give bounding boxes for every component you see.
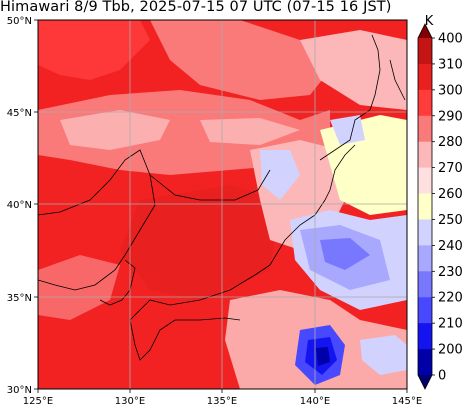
x-tick-label: 130°E — [115, 396, 145, 407]
colorbar-level-label: 270 — [438, 161, 463, 176]
axis-ticks — [34, 19, 408, 393]
colorbar-extend-bottom — [418, 375, 432, 389]
colorbar-segments — [417, 23, 433, 390]
colorbar: K 400 310 300 290 280 270 260 250 240 230 220 210 20… — [417, 14, 463, 390]
plot-frame — [37, 19, 408, 390]
colorbar-level-label: 300 — [438, 83, 463, 98]
y-tick-label: 50°N — [7, 16, 32, 27]
x-tick-label: 125°E — [23, 396, 53, 407]
colorbar-level-label: 310 — [438, 57, 463, 72]
colorbar-segment — [418, 349, 432, 376]
colorbar-segment — [418, 219, 432, 246]
y-tick-label: 40°N — [7, 200, 32, 211]
colorbar-level-label: 0 — [438, 369, 446, 384]
colorbar-segment — [418, 89, 432, 117]
colorbar-level-label: 220 — [438, 291, 463, 306]
colorbar-level-label: 240 — [438, 239, 463, 254]
colorbar-segment — [418, 193, 432, 220]
colorbar-segment — [418, 141, 432, 169]
colorbar-level-label: 200 — [438, 343, 463, 358]
colorbar-segment — [418, 271, 432, 298]
colorbar-segment — [418, 115, 432, 143]
x-tick-label: 135°E — [207, 396, 237, 407]
colorbar-level-label: 260 — [438, 187, 463, 202]
colorbar-level-label: 280 — [438, 135, 463, 150]
map-title: Himawari 8/9 Tbb, 2025-07-15 07 UTC (07-… — [0, 0, 392, 15]
colorbar-level-label: 210 — [438, 317, 463, 332]
cloud-field — [38, 20, 407, 389]
colorbar-segment — [418, 38, 432, 65]
x-tick-label: 140°E — [300, 396, 330, 407]
y-tick-label: 45°N — [7, 108, 32, 119]
colorbar-segment — [418, 323, 432, 350]
colorbar-unit: K — [425, 14, 434, 29]
colorbar-segment — [418, 167, 432, 195]
colorbar-segment — [418, 245, 432, 272]
y-tick-label: 35°N — [7, 293, 32, 304]
colorbar-extend-top — [418, 24, 432, 38]
grid-lines — [38, 20, 407, 389]
coastlines — [38, 34, 406, 361]
colorbar-level-label: 400 — [438, 32, 463, 47]
colorbar-level-label: 290 — [438, 109, 463, 124]
colorbar-segment — [418, 63, 432, 91]
satellite-image — [38, 20, 407, 389]
colorbar-labels: 400 310 300 290 280 270 260 250 240 230 220 210 200 0 — [432, 32, 463, 384]
colorbar-level-label: 230 — [438, 265, 463, 280]
colorbar-level-label: 250 — [438, 213, 463, 228]
x-tick-label: 145°E — [392, 396, 422, 407]
colorbar-segment — [418, 297, 432, 324]
y-tick-label: 30°N — [7, 385, 32, 396]
